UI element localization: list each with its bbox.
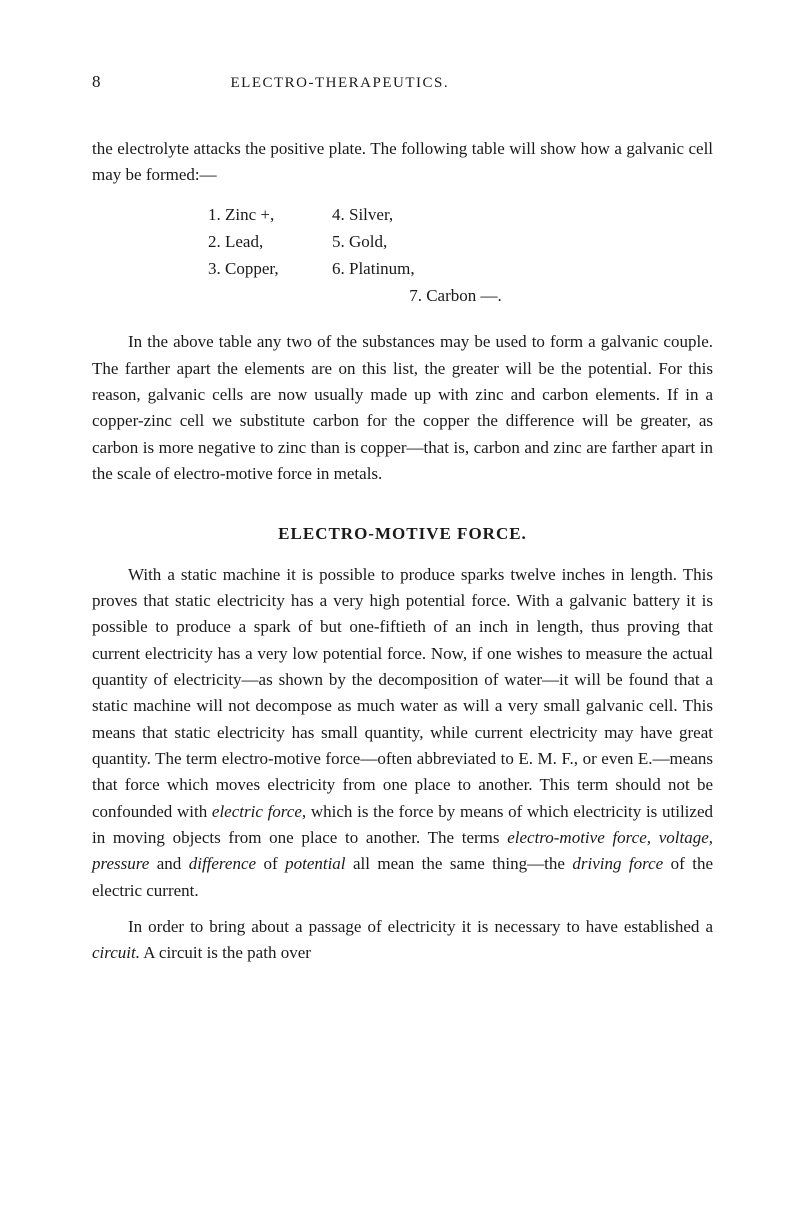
list-item-3: 3. Copper, — [92, 255, 302, 282]
running-title: ELECTRO-THERAPEUTICS. — [231, 75, 450, 92]
para3-text1: With a static machine it is possible to … — [92, 565, 713, 821]
para4-text2: A circuit is the path over — [140, 943, 311, 962]
list-row-1: 1. Zinc +, 4. Silver, — [92, 201, 713, 228]
list-item-4: 4. Silver, — [302, 201, 393, 228]
paragraph-4: In order to bring about a passage of ele… — [92, 914, 713, 967]
para4-text1: In order to bring about a passage of ele… — [128, 917, 713, 936]
element-list: 1. Zinc +, 4. Silver, 2. Lead, 5. Gold, … — [92, 201, 713, 310]
paragraph-2: In the above table any two of the substa… — [92, 329, 713, 487]
italic-circuit: circuit. — [92, 943, 140, 962]
list-item-7: 7. Carbon —. — [409, 286, 502, 305]
italic-electric-force: electric force, — [212, 802, 306, 821]
italic-potential: potential — [285, 854, 345, 873]
list-item-1: 1. Zinc +, — [92, 201, 302, 228]
para3-text3: and — [149, 854, 188, 873]
list-row-2: 2. Lead, 5. Gold, — [92, 228, 713, 255]
page-number: 8 — [92, 72, 101, 92]
list-item-6: 6. Platinum, — [302, 255, 415, 282]
italic-driving-force: driving force — [572, 854, 663, 873]
intro-line1: the electrolyte attacks the positive pla… — [92, 139, 505, 158]
para3-text4: of — [256, 854, 285, 873]
intro-paragraph: the electrolyte attacks the positive pla… — [92, 136, 713, 189]
list-item-5: 5. Gold, — [302, 228, 387, 255]
list-item-2: 2. Lead, — [92, 228, 302, 255]
list-row-4: 7. Carbon —. — [92, 282, 713, 309]
para3-text5: all mean the same thing—the — [346, 854, 573, 873]
page-header: 8 ELECTRO-THERAPEUTICS. — [92, 72, 713, 92]
paragraph-3: With a static machine it is possible to … — [92, 562, 713, 904]
list-row-3: 3. Copper, 6. Platinum, — [92, 255, 713, 282]
section-title: ELECTRO-MOTIVE FORCE. — [92, 524, 713, 544]
italic-difference: difference — [189, 854, 256, 873]
